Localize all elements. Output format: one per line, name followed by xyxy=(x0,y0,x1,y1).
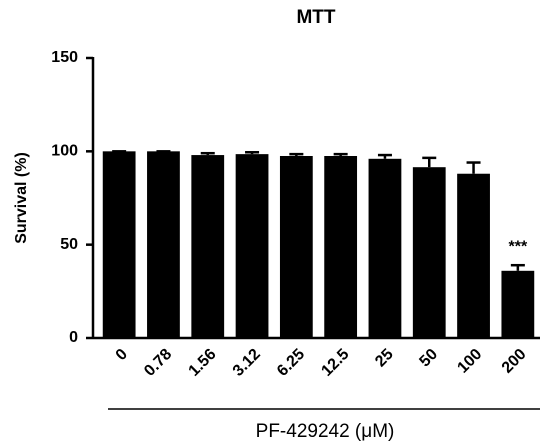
y-tick-label: 150 xyxy=(51,49,78,66)
x-tick-label: 100 xyxy=(454,346,485,377)
bar xyxy=(147,151,180,338)
x-tick-label: 0 xyxy=(113,346,131,364)
chart-title: MTT xyxy=(296,7,335,28)
x-tick-label: 50 xyxy=(416,346,441,371)
x-tick-label: 6.25 xyxy=(274,346,308,380)
x-axis-label: PF-429242 (μM) xyxy=(256,421,395,442)
significance-label: *** xyxy=(509,238,528,255)
bar xyxy=(457,173,490,338)
bar xyxy=(235,154,269,338)
bar xyxy=(412,167,446,338)
bar xyxy=(501,270,535,338)
y-tick-label: 100 xyxy=(51,143,78,160)
y-axis-label: Survival (%) xyxy=(13,152,30,244)
y-tick-label: 50 xyxy=(60,236,78,253)
bar xyxy=(191,155,225,338)
x-tick-label: 3.12 xyxy=(230,346,264,380)
x-tick-label: 25 xyxy=(372,346,397,371)
y-tick-label: 0 xyxy=(69,329,78,346)
x-tick-label: 12.5 xyxy=(318,346,352,380)
x-tick-label: 0.78 xyxy=(141,346,175,380)
x-tick-label: 1.56 xyxy=(186,346,220,380)
bar xyxy=(279,156,313,338)
bar xyxy=(102,151,136,338)
x-tick-label: 200 xyxy=(499,346,530,377)
bar xyxy=(324,156,358,338)
bar xyxy=(368,158,402,338)
